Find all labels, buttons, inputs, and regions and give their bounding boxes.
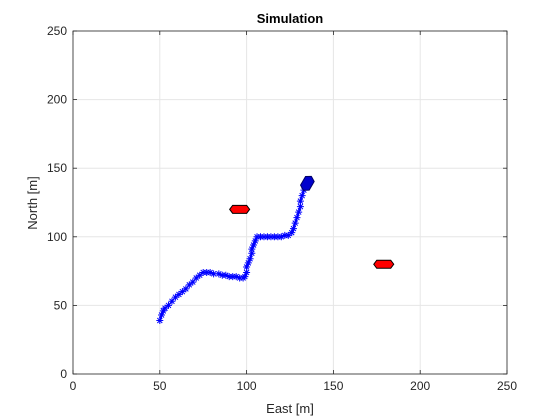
trajectory-point xyxy=(196,271,204,279)
x-tick-label: 100 xyxy=(237,379,257,393)
trajectory-point xyxy=(241,273,249,281)
trajectory-point xyxy=(171,293,179,301)
axis-ticks: 0 50 100 150 200 250 0 50 100 150 200 250 xyxy=(47,24,517,393)
trajectory-point xyxy=(243,268,251,276)
trajectory-point xyxy=(250,241,258,249)
obstacle xyxy=(373,259,395,269)
trajectory-point xyxy=(164,301,172,309)
y-tick-label: 250 xyxy=(47,24,67,38)
axes-frame xyxy=(72,30,508,375)
x-tick-label: 250 xyxy=(497,379,517,393)
trajectory-point xyxy=(248,245,256,253)
trajectory-point xyxy=(251,237,259,245)
trajectory-point xyxy=(158,311,166,319)
chart-title: Simulation xyxy=(257,11,324,26)
trajectory-point xyxy=(284,231,292,239)
trajectory-point xyxy=(159,307,167,315)
y-tick-label: 50 xyxy=(54,298,68,312)
trajectory xyxy=(156,186,308,324)
trajectory-point xyxy=(182,285,190,293)
x-axis-label: East [m] xyxy=(266,401,314,416)
trajectory-point xyxy=(289,225,297,233)
trajectory-point xyxy=(298,192,306,200)
trajectory-point xyxy=(215,270,223,278)
trajectory-point xyxy=(246,255,254,263)
trajectory-point xyxy=(185,281,193,289)
robot-body-group xyxy=(299,175,315,191)
obstacles xyxy=(229,204,395,269)
y-tick-label: 0 xyxy=(60,367,67,381)
trajectory-point xyxy=(222,271,230,279)
trajectory-point xyxy=(156,316,164,324)
trajectory-point xyxy=(295,208,303,216)
trajectory-point xyxy=(288,229,296,237)
trajectory-point xyxy=(296,203,304,211)
trajectory-point xyxy=(293,214,301,222)
y-tick-label: 200 xyxy=(47,93,67,107)
x-tick-label: 150 xyxy=(323,379,343,393)
y-tick-label: 100 xyxy=(47,230,67,244)
y-axis-label: North [m] xyxy=(25,176,40,229)
trajectory-point xyxy=(296,197,304,205)
robot xyxy=(299,175,315,191)
trajectory-point xyxy=(277,233,285,241)
x-tick-label: 200 xyxy=(410,379,430,393)
trajectory-point xyxy=(244,259,252,267)
trajectory-point xyxy=(189,278,197,286)
plot-area xyxy=(73,31,507,374)
y-tick-label: 150 xyxy=(47,161,67,175)
trajectory-point xyxy=(210,270,218,278)
trajectory-point xyxy=(248,249,256,257)
trajectory-point xyxy=(168,297,176,305)
trajectory-point xyxy=(175,290,183,298)
grid-lines xyxy=(72,30,508,375)
x-tick-label: 0 xyxy=(70,379,77,393)
obstacle xyxy=(229,204,251,214)
trajectory-point xyxy=(206,268,214,276)
robot-body xyxy=(299,175,315,191)
trajectory-point xyxy=(178,288,186,296)
trajectory-point xyxy=(291,219,299,227)
trajectory-point xyxy=(243,263,251,271)
trajectory-point xyxy=(232,273,240,281)
x-tick-label: 50 xyxy=(153,379,167,393)
trajectory-point xyxy=(192,274,200,282)
trajectory-point xyxy=(161,304,169,312)
axes-box xyxy=(72,30,508,375)
